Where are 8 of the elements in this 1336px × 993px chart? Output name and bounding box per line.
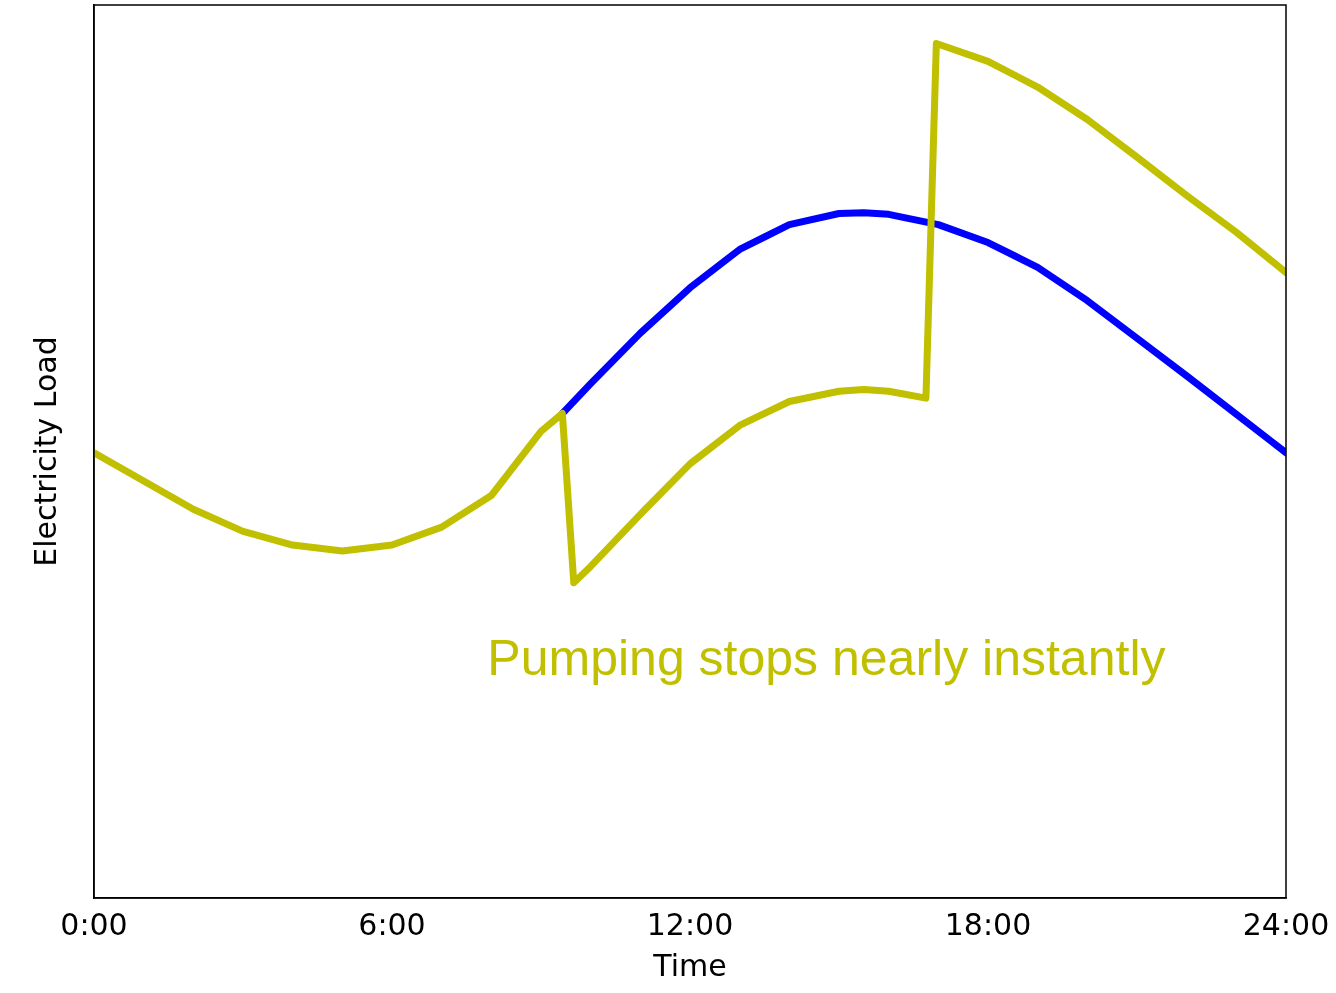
annotation: Pumping stops nearly instantly (487, 629, 1166, 686)
y-axis-title: Electricity Load (27, 336, 63, 567)
x-tick-label: 0:00 (60, 906, 128, 942)
x-axis-title: Time (652, 947, 727, 983)
x-tick-label: 24:00 (1242, 906, 1330, 942)
x-tick-label: 18:00 (944, 906, 1032, 942)
x-tick-label: 6:00 (358, 906, 426, 942)
x-tick-label: 12:00 (646, 906, 734, 942)
